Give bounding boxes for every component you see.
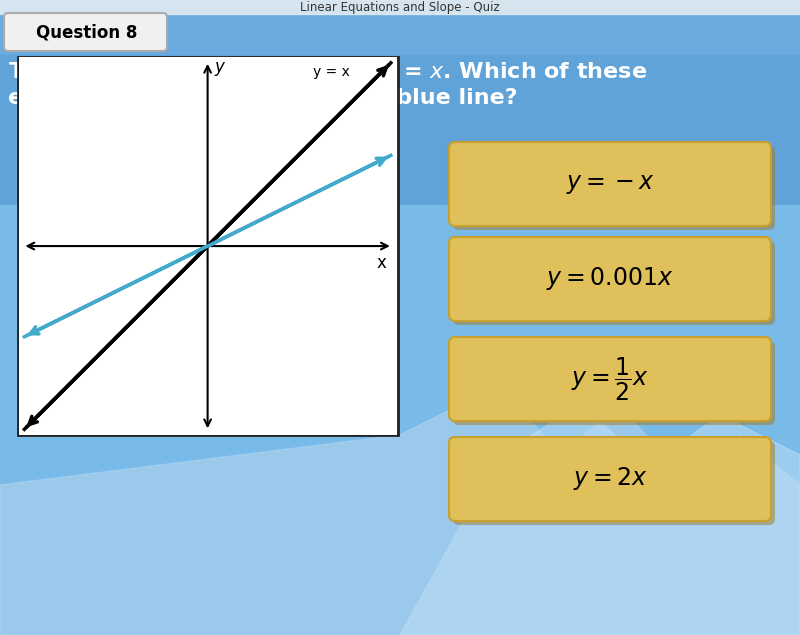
FancyBboxPatch shape bbox=[449, 237, 771, 321]
FancyBboxPatch shape bbox=[453, 441, 775, 525]
Bar bbox=[18, 57, 398, 435]
FancyBboxPatch shape bbox=[453, 146, 775, 230]
Text: y: y bbox=[214, 58, 224, 76]
Text: $y = -x$: $y = -x$ bbox=[566, 172, 654, 196]
Text: Question 8: Question 8 bbox=[36, 23, 138, 41]
FancyBboxPatch shape bbox=[449, 437, 771, 521]
Text: x: x bbox=[377, 254, 386, 272]
Bar bbox=[0, 205, 800, 635]
Text: Linear Equations and Slope - Quiz: Linear Equations and Slope - Quiz bbox=[300, 1, 500, 13]
Bar bbox=[0, 55, 800, 205]
Text: equations could represent the blue line?: equations could represent the blue line? bbox=[8, 88, 518, 108]
Text: y = x: y = x bbox=[314, 65, 350, 79]
FancyBboxPatch shape bbox=[449, 337, 771, 421]
Text: $y = 0.001x$: $y = 0.001x$ bbox=[546, 265, 674, 293]
Bar bbox=[0, 0, 800, 14]
FancyBboxPatch shape bbox=[449, 142, 771, 226]
FancyBboxPatch shape bbox=[453, 341, 775, 425]
FancyBboxPatch shape bbox=[4, 13, 167, 51]
Polygon shape bbox=[0, 385, 800, 635]
Bar bbox=[0, 0, 800, 55]
Text: $y = 2x$: $y = 2x$ bbox=[573, 465, 647, 493]
FancyBboxPatch shape bbox=[453, 241, 775, 325]
Text: The black line is the graph of $\mathit{y}$ = $\mathit{x}$. Which of these: The black line is the graph of $\mathit{… bbox=[8, 60, 647, 84]
Text: $y = \dfrac{1}{2}x$: $y = \dfrac{1}{2}x$ bbox=[571, 356, 649, 403]
Polygon shape bbox=[400, 405, 800, 635]
